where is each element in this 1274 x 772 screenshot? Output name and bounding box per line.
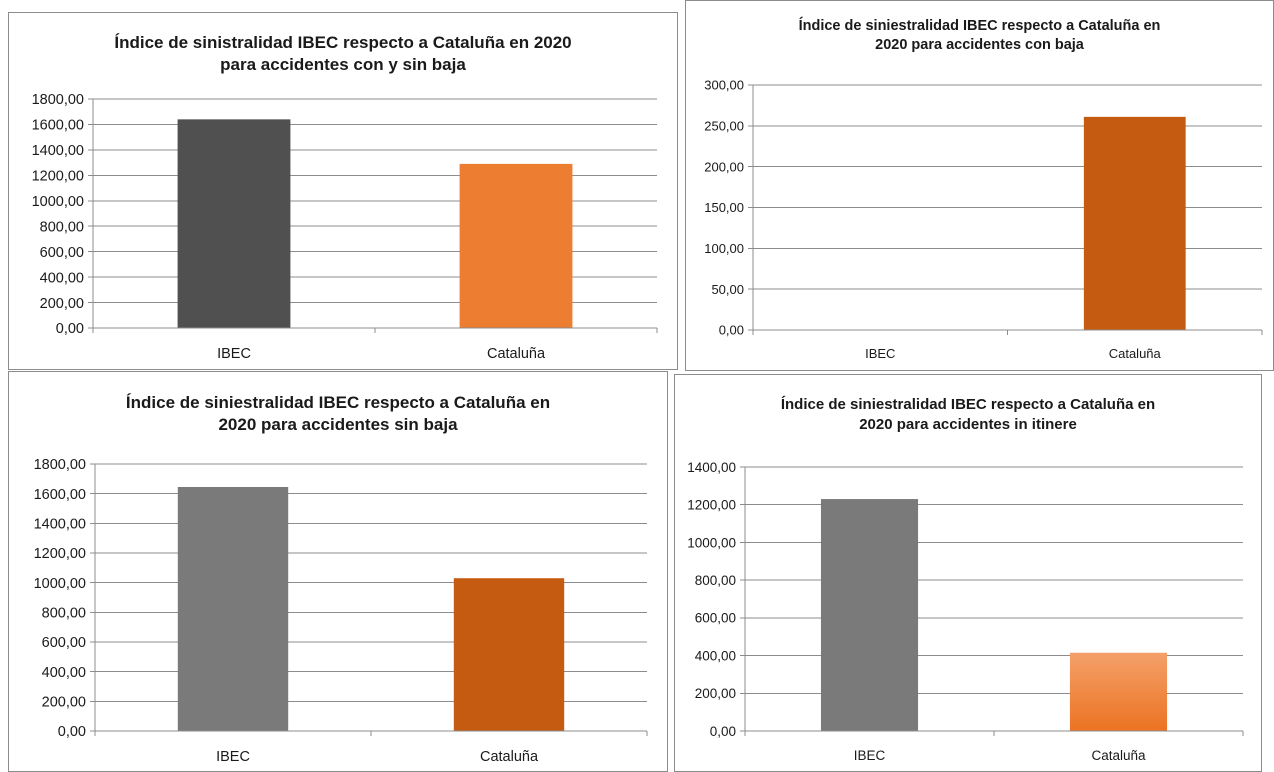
y-tick-label: 1200,00 [32,169,84,185]
y-tick-label: 200,00 [40,296,84,312]
y-tick-label: 400,00 [40,270,84,286]
chart-title: Índice de siniestralidad IBEC respecto a… [9,392,667,437]
y-tick-label: 400,00 [695,648,736,663]
y-tick-label: 50,00 [711,282,744,297]
y-tick-label: 1800,00 [34,457,86,473]
y-tick-label: 1400,00 [34,517,86,533]
y-tick-label: 600,00 [40,245,84,261]
x-category-label: IBEC [854,748,886,763]
bar-cataluna [453,578,565,731]
y-tick-label: 600,00 [695,611,736,626]
y-tick-label: 1800,00 [32,92,84,108]
y-tick-label: 1200,00 [687,498,736,513]
x-category-label: Cataluña [487,346,546,362]
x-category-label: IBEC [216,749,250,765]
bar-cataluna [459,163,573,328]
chart-title: Índice de sinistralidad IBEC respecto a … [9,32,677,77]
chart-title-line-2: para accidentes con y sin baja [220,55,466,75]
y-tick-label: 0,00 [710,724,736,739]
chart-svg: 0,00 200,00 400,00 600,00 800,00 1000,00 1200,… [32,92,658,362]
x-category-label: Cataluña [1109,346,1162,361]
chart-svg: 0,00 200,00 400,00 600,00 800,00 1000,00 1200,… [34,457,648,765]
chart-title-line-1: Índice de sinistralidad IBEC respecto a … [114,33,572,52]
y-tick-label: 1000,00 [34,576,86,592]
chart-panel-con-y-sin-baja: 0,00 200,00 400,00 600,00 800,00 1000,00 1200,… [8,12,678,370]
chart-title: Índice de siniestralidad IBEC respecto a… [675,395,1261,435]
y-tick-label: 600,00 [42,635,86,651]
chart-panel-sin-baja: 0,00 200,00 400,00 600,00 800,00 1000,00 1200,… [8,371,668,772]
y-tick-label: 200,00 [42,695,86,711]
y-tick-label: 100,00 [704,241,744,256]
y-tick-label: 200,00 [695,686,736,701]
chart-panel-in-itinere: 0,00 200,00 400,00 600,00 800,00 1000,00 1200,… [674,374,1262,772]
chart-title-line-1: Índice de siniestralidad IBEC respecto a… [780,396,1156,413]
bar-ibec [820,499,919,731]
y-tick-label: 1400,00 [32,143,84,159]
y-tick-label: 150,00 [704,200,744,215]
y-tick-label: 800,00 [40,219,84,235]
y-tick-label: 1000,00 [687,535,736,550]
y-tick-label: 400,00 [42,665,86,681]
y-tick-label: 1400,00 [687,460,736,475]
bar-ibec [177,119,291,328]
y-tick-label: 0,00 [56,321,84,337]
y-tick-label: 0,00 [58,724,86,740]
y-tick-label: 1000,00 [32,194,84,210]
x-category-label: IBEC [865,346,895,361]
x-category-label: Cataluña [1091,748,1146,763]
chart-panel-con-baja: 0,00 50,00 100,00 150,00 200,00 250,00 300,00 I… [685,0,1274,371]
chart-title-line-2: 2020 para accidentes con baja [875,37,1084,54]
y-tick-label: 200,00 [704,159,744,174]
y-tick-label: 1200,00 [34,546,86,562]
chart-svg: 0,00 200,00 400,00 600,00 800,00 1000,00 1200,… [687,460,1244,763]
x-category-label: IBEC [217,346,251,362]
chart-svg: 0,00 50,00 100,00 150,00 200,00 250,00 300,00 I… [704,78,1263,361]
chart-title-line-2: 2020 para accidentes sin baja [218,415,458,435]
chart-title: Índice de siniestralidad IBEC respecto a… [686,17,1273,55]
y-tick-label: 250,00 [704,119,744,134]
y-tick-label: 800,00 [695,573,736,588]
bar-cataluna [1069,652,1168,731]
y-tick-label: 1600,00 [32,118,84,134]
y-tick-label: 0,00 [719,323,744,338]
chart-title-line-1: Índice de siniestralidad IBEC respecto a… [125,393,551,412]
x-category-label: Cataluña [480,749,539,765]
bar-ibec [177,486,289,731]
y-tick-label: 800,00 [42,606,86,622]
bar-cataluna [1083,116,1186,330]
chart-title-line-2: 2020 para accidentes in itinere [859,415,1077,433]
chart-title-line-1: Índice de siniestralidad IBEC respecto a… [798,18,1161,34]
y-tick-label: 300,00 [704,78,744,93]
y-tick-label: 1600,00 [34,487,86,503]
